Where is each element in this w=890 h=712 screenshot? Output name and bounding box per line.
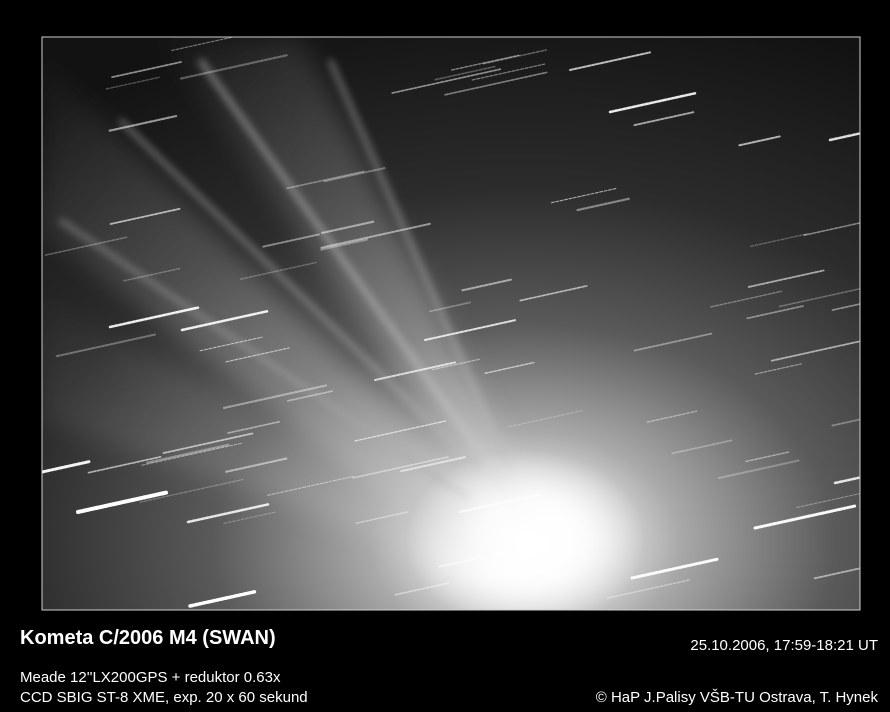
comet-photo [42, 32, 890, 630]
caption-credit: © HaP J.Palisy VŠB-TU Ostrava, T. Hynek [596, 689, 879, 706]
caption-title: Kometa C/2006 M4 (SWAN) [20, 627, 276, 649]
caption-equipment: CCD SBIG ST-8 XME, exp. 20 x 60 sekund [20, 689, 308, 706]
caption-equipment: Meade 12''LX200GPS + reduktor 0.63x [20, 669, 281, 686]
caption-date: 25.10.2006, 17:59-18:21 UT [690, 637, 878, 654]
page: Kometa C/2006 M4 (SWAN) 25.10.2006, 17:5… [0, 0, 890, 712]
photo-card: Kometa C/2006 M4 (SWAN) 25.10.2006, 17:5… [0, 0, 890, 712]
comet-coma [405, 450, 645, 630]
